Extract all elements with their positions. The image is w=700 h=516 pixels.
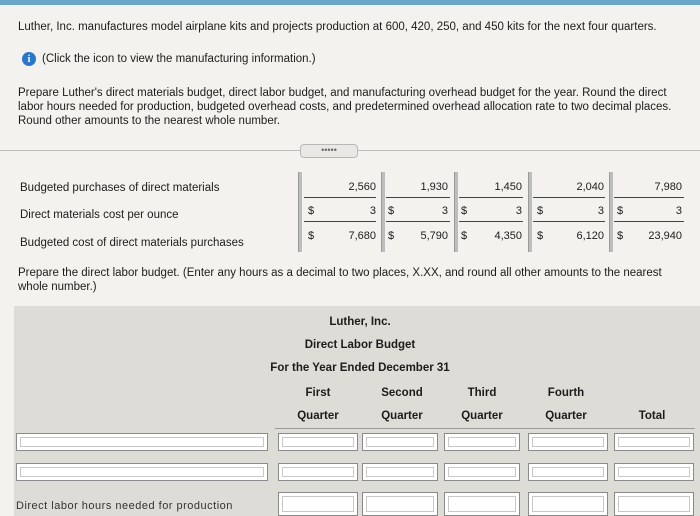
budget-period: For the Year Ended December 31	[270, 362, 450, 374]
column-separator	[454, 172, 458, 252]
labor-instructions: Prepare the direct labor budget. (Enter …	[18, 267, 662, 293]
materials-row-label: Budgeted purchases of direct materials	[20, 182, 220, 194]
amount-input[interactable]	[278, 463, 358, 481]
underline	[459, 221, 523, 222]
column-header-bottom: Quarter	[545, 410, 587, 422]
amount-input[interactable]	[614, 492, 694, 516]
header-underline	[275, 428, 695, 429]
column-separator	[381, 172, 385, 252]
problem-intro: Luther, Inc. manufactures model airplane…	[18, 21, 657, 33]
column-header-top: Third	[467, 387, 497, 399]
row-label-select[interactable]	[16, 433, 268, 451]
column-header-bottom: Quarter	[461, 410, 503, 422]
materials-row-label: Direct materials cost per ounce	[20, 209, 179, 221]
column-header-bottom: Total	[638, 410, 666, 422]
row-label-select[interactable]	[16, 463, 268, 481]
amount-input[interactable]	[444, 463, 520, 481]
dollar-sign: $	[617, 230, 624, 242]
value-cell: 6,120	[576, 230, 604, 242]
column-header-bottom: Quarter	[381, 410, 423, 422]
amount-input[interactable]	[278, 492, 358, 516]
top-accent-bar	[0, 0, 700, 5]
dollar-sign: $	[308, 230, 315, 242]
amount-input[interactable]	[362, 492, 438, 516]
dollar-sign: $	[461, 230, 468, 242]
underline	[614, 197, 684, 198]
amount-input[interactable]	[444, 433, 520, 451]
value-cell: 2,560	[348, 181, 376, 193]
value-cell: 5,790	[420, 230, 448, 242]
underline	[386, 197, 450, 198]
underline	[614, 221, 684, 222]
value-cell: 3	[515, 205, 522, 217]
amount-input[interactable]	[528, 492, 608, 516]
info-link-text[interactable]: (Click the icon to view the manufacturin…	[42, 53, 316, 65]
column-header-bottom: Quarter	[297, 410, 339, 422]
value-cell: 3	[369, 205, 376, 217]
value-cell: 2,040	[576, 181, 604, 193]
amount-input[interactable]	[614, 433, 694, 451]
column-separator	[298, 172, 302, 252]
instructions: Prepare Luther's direct materials budget…	[18, 87, 672, 127]
underline	[304, 197, 376, 198]
dollar-sign: $	[461, 205, 468, 217]
value-cell: 1,450	[494, 181, 522, 193]
dollar-sign: $	[388, 230, 395, 242]
info-icon[interactable]: i	[22, 52, 36, 66]
budget-title: Direct Labor Budget	[304, 339, 416, 351]
column-header-top: First	[305, 387, 331, 399]
dollar-sign: $	[617, 205, 624, 217]
value-cell: 3	[675, 205, 682, 217]
amount-input[interactable]	[362, 463, 438, 481]
column-separator	[609, 172, 613, 252]
amount-input[interactable]	[614, 463, 694, 481]
amount-input[interactable]	[528, 433, 608, 451]
company-name: Luther, Inc.	[329, 316, 391, 328]
value-cell: 1,930	[420, 181, 448, 193]
dollar-sign: $	[388, 205, 395, 217]
amount-input[interactable]	[362, 433, 438, 451]
expand-ellipsis-button[interactable]: •••••	[300, 144, 358, 158]
materials-row-label: Budgeted cost of direct materials purcha…	[20, 237, 244, 249]
value-cell: 7,680	[348, 230, 376, 242]
underline	[304, 221, 376, 222]
dollar-sign: $	[537, 230, 544, 242]
dollar-sign: $	[537, 205, 544, 217]
amount-input[interactable]	[278, 433, 358, 451]
column-separator	[528, 172, 532, 252]
info-link-row[interactable]: i (Click the icon to view the manufactur…	[22, 52, 316, 66]
value-cell: 7,980	[654, 181, 682, 193]
labor-budget-panel	[14, 306, 700, 516]
value-cell: 3	[597, 205, 604, 217]
column-header-top: Fourth	[547, 387, 585, 399]
dollar-sign: $	[308, 205, 315, 217]
cut-off-row-label: Direct labor hours needed for production	[16, 500, 233, 512]
value-cell: 3	[441, 205, 448, 217]
amount-input[interactable]	[444, 492, 520, 516]
value-cell: 4,350	[494, 230, 522, 242]
underline	[386, 221, 450, 222]
underline	[459, 197, 523, 198]
amount-input[interactable]	[528, 463, 608, 481]
underline	[533, 221, 605, 222]
underline	[533, 197, 605, 198]
value-cell: 23,940	[648, 230, 682, 242]
column-header-top: Second	[381, 387, 423, 399]
